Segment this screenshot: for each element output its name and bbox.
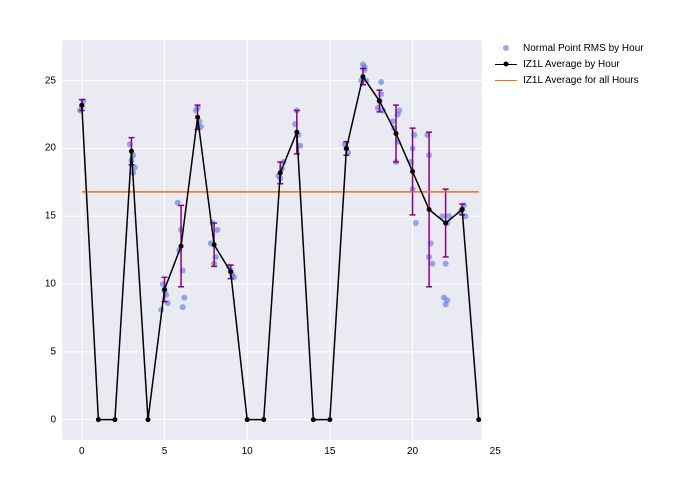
legend-label: Normal Point RMS by Hour [523,43,644,54]
legend-label: IZ1L Average for all Hours [523,75,639,86]
hourly-average-marker [129,149,134,154]
grid [62,40,482,440]
legend: Normal Point RMS by Hour IZ1L Average by … [495,40,644,88]
scatter-point [396,108,402,114]
plot-area [62,40,482,440]
hourly-average-marker [162,287,167,292]
hourly-average-marker [245,417,250,422]
hourly-average-marker [377,99,382,104]
hourly-average-marker [410,169,415,174]
legend-item: IZ1L Average by Hour [495,56,644,72]
legend-swatch [495,41,517,55]
hourly-average-marker [427,207,432,212]
scatter-point [181,295,187,301]
hourly-average-marker [228,269,233,274]
errorbar-series [79,68,465,301]
hourly-average-line [82,77,479,420]
hourly-average-series [79,74,481,422]
plot-svg [62,40,482,440]
scatter-point [429,261,435,267]
legend-item: Normal Point RMS by Hour [495,40,644,56]
hourly-average-marker [112,417,117,422]
x-tick-label: 0 [79,446,85,457]
scatter-point [443,261,449,267]
hourly-average-marker [311,417,316,422]
y-tick-label: 15 [36,211,56,222]
hourly-average-marker [195,115,200,120]
y-tick-label: 5 [36,346,56,357]
hourly-average-marker [79,103,84,108]
hourly-average-marker [96,417,101,422]
x-tick-label: 15 [324,446,335,457]
y-tick-label: 25 [36,75,56,86]
x-tick-label: 25 [490,446,501,457]
x-tick-label: 20 [407,446,418,457]
y-tick-label: 20 [36,143,56,154]
scatter-point [378,79,384,85]
hourly-average-marker [212,242,217,247]
scatter-point [214,227,220,233]
scatter-point [413,220,419,226]
hourly-average-marker [443,221,448,226]
y-tick-label: 0 [36,414,56,425]
y-tick-label: 10 [36,279,56,290]
hourly-average-marker [294,130,299,135]
legend-line-icon [495,80,517,81]
scatter-point [441,295,447,301]
legend-swatch [495,73,517,87]
scatter-point [180,304,186,310]
legend-item: IZ1L Average for all Hours [495,72,644,88]
legend-swatch [495,57,517,71]
hourly-average-marker [145,417,150,422]
hourly-average-marker [327,417,332,422]
hourly-average-marker [179,244,184,249]
hourly-average-marker [360,74,365,79]
hourly-average-marker [344,146,349,151]
hourly-average-marker [460,207,465,212]
x-tick-label: 5 [162,446,168,457]
hourly-average-marker [261,417,266,422]
hourly-average-marker [394,131,399,136]
legend-marker-icon [504,62,509,67]
legend-label: IZ1L Average by Hour [523,59,620,70]
hourly-average-marker [278,170,283,175]
hourly-average-marker [476,417,481,422]
x-tick-label: 10 [242,446,253,457]
chart-figure: 0 5 10 15 20 25 0 5 10 15 20 25 Normal Point RMS b… [0,0,700,500]
legend-scatter-icon [503,45,509,51]
